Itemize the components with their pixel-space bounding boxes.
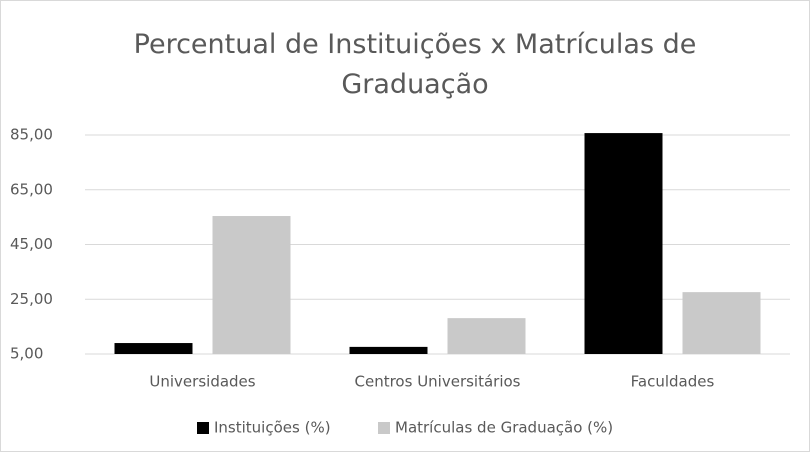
y-tick-label: 65,00	[10, 180, 53, 198]
bar	[212, 216, 291, 354]
bar	[682, 292, 761, 354]
chart-title: Percentual de Instituições x Matrículas …	[133, 29, 697, 100]
y-tick-label: 45,00	[10, 235, 53, 253]
legend-label: Matrículas de Graduação (%)	[395, 419, 613, 437]
title-box: Percentual de Instituições x Matrículas …	[133, 29, 697, 100]
x-tick-label: Centros Universitários	[355, 373, 521, 391]
bar	[447, 318, 526, 354]
bar	[584, 133, 663, 354]
legend-label: Instituições (%)	[214, 419, 331, 437]
bar	[114, 343, 193, 354]
x-tick-label: Faculdades	[631, 373, 715, 391]
y-tick-label: 25,00	[10, 290, 53, 308]
y-tick-label: 5,00	[10, 345, 43, 363]
legend-swatch	[197, 422, 209, 434]
legend-swatch	[378, 422, 390, 434]
x-tick-label: Universidades	[149, 373, 255, 391]
bar	[349, 346, 428, 354]
y-tick-label: 85,00	[10, 126, 53, 144]
